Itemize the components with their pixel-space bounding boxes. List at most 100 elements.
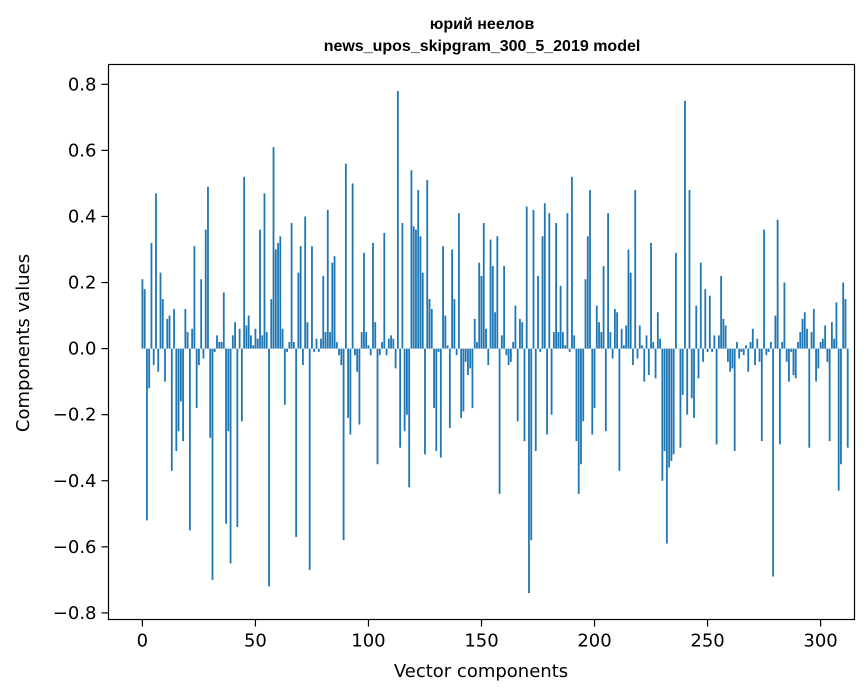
bar-282 bbox=[778, 348, 781, 445]
bar-300 bbox=[819, 342, 822, 349]
bar-39 bbox=[229, 348, 232, 564]
bar-70 bbox=[299, 246, 302, 349]
bar-50 bbox=[254, 328, 257, 349]
bar-295 bbox=[808, 348, 811, 448]
bar-15 bbox=[175, 348, 178, 452]
bar-272 bbox=[756, 338, 759, 349]
bar-227 bbox=[654, 348, 657, 379]
bar-254 bbox=[715, 348, 718, 445]
bar-294 bbox=[806, 328, 808, 349]
bar-177 bbox=[541, 236, 544, 349]
bar-194 bbox=[580, 348, 582, 465]
bar-179 bbox=[546, 348, 548, 435]
bar-225 bbox=[650, 242, 652, 349]
bar-296 bbox=[810, 332, 813, 349]
y-tick-label: 0.2 bbox=[68, 273, 97, 294]
bar-150 bbox=[480, 275, 483, 349]
bar-28 bbox=[204, 229, 207, 349]
bar-65 bbox=[288, 342, 291, 349]
bar-25 bbox=[198, 348, 200, 366]
bar-102 bbox=[372, 242, 374, 349]
bar-208 bbox=[611, 348, 614, 359]
bar-236 bbox=[675, 252, 677, 349]
bar-193 bbox=[577, 348, 580, 494]
bar-311 bbox=[844, 299, 847, 349]
bar-155 bbox=[491, 266, 494, 349]
bar-290 bbox=[797, 342, 799, 349]
bar-26 bbox=[200, 279, 203, 349]
bar-63 bbox=[283, 348, 286, 405]
bar-182 bbox=[552, 332, 555, 349]
bar-289 bbox=[794, 348, 797, 379]
bar-190 bbox=[571, 176, 573, 349]
bar-98 bbox=[363, 252, 365, 349]
bar-112 bbox=[394, 348, 397, 369]
bar-166 bbox=[516, 348, 519, 422]
bar-301 bbox=[821, 338, 824, 349]
bar-246 bbox=[697, 348, 700, 379]
bar-198 bbox=[589, 190, 591, 349]
bar-201 bbox=[595, 305, 598, 349]
bar-34 bbox=[218, 342, 221, 349]
bar-222 bbox=[643, 348, 646, 382]
bar-285 bbox=[785, 348, 788, 362]
bar-212 bbox=[620, 328, 623, 349]
bar-134 bbox=[444, 315, 447, 349]
bar-128 bbox=[430, 308, 433, 349]
y-tick-label: −0.4 bbox=[53, 471, 97, 492]
bar-265 bbox=[740, 348, 743, 352]
x-tick-label: 0 bbox=[137, 631, 148, 652]
bar-133 bbox=[442, 246, 444, 349]
bar-18 bbox=[182, 348, 185, 442]
bar-168 bbox=[521, 322, 524, 349]
bar-264 bbox=[738, 348, 741, 359]
bar-31 bbox=[211, 348, 214, 580]
bar-256 bbox=[720, 275, 723, 349]
bar-181 bbox=[550, 348, 553, 415]
bar-242 bbox=[688, 190, 691, 349]
bar-99 bbox=[365, 332, 368, 349]
bar-202 bbox=[598, 322, 600, 349]
bar-191 bbox=[573, 335, 576, 349]
bar-55 bbox=[265, 332, 268, 349]
bar-284 bbox=[783, 282, 786, 349]
bar-57 bbox=[270, 299, 273, 349]
bar-77 bbox=[315, 338, 318, 349]
y-tick-label: 0.8 bbox=[68, 74, 97, 95]
bar-279 bbox=[772, 348, 775, 577]
bar-312 bbox=[846, 348, 849, 448]
bar-250 bbox=[706, 348, 709, 352]
bar-6 bbox=[155, 193, 157, 349]
bar-196 bbox=[584, 279, 587, 349]
bar-263 bbox=[736, 342, 738, 349]
bar-287 bbox=[790, 348, 793, 352]
bar-76 bbox=[313, 348, 316, 352]
bar-219 bbox=[636, 348, 639, 359]
bar-259 bbox=[727, 348, 729, 362]
bar-114 bbox=[399, 348, 402, 448]
y-tick-label: 0.6 bbox=[68, 140, 97, 161]
bar-268 bbox=[747, 348, 750, 372]
bar-45 bbox=[243, 176, 246, 349]
bar-197 bbox=[586, 236, 589, 349]
bar-231 bbox=[663, 348, 666, 452]
bar-146 bbox=[471, 348, 474, 409]
bar-127 bbox=[428, 299, 431, 349]
bar-245 bbox=[695, 305, 698, 349]
bar-266 bbox=[742, 348, 745, 356]
bar-107 bbox=[383, 232, 386, 349]
bar-267 bbox=[745, 345, 747, 349]
bar-106 bbox=[381, 342, 383, 349]
bar-89 bbox=[342, 348, 345, 541]
bar-309 bbox=[840, 348, 842, 465]
bar-149 bbox=[478, 262, 481, 349]
bar-206 bbox=[607, 213, 609, 349]
bar-232 bbox=[665, 348, 668, 544]
bar-94 bbox=[354, 348, 356, 356]
bar-299 bbox=[817, 348, 820, 369]
bar-185 bbox=[559, 285, 562, 349]
bar-60 bbox=[277, 242, 279, 349]
bar-302 bbox=[824, 325, 827, 349]
bar-21 bbox=[188, 348, 191, 531]
bar-82 bbox=[326, 209, 329, 349]
